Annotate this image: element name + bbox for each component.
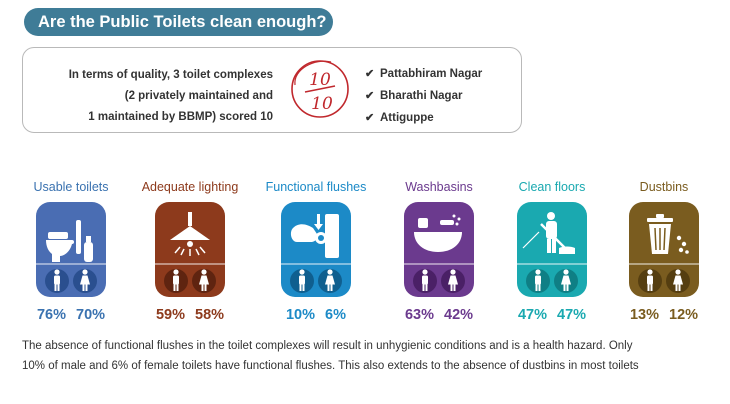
list-item: ✔ Bharathi Nagar bbox=[365, 85, 482, 107]
check-icon: ✔ bbox=[365, 90, 375, 102]
footnote-line: The absence of functional flushes in the… bbox=[22, 340, 633, 352]
category-label: Usable toilets bbox=[33, 180, 109, 194]
place-name: Attiguppe bbox=[380, 112, 434, 124]
page-title: Are the Public Toilets clean enough? bbox=[24, 8, 333, 36]
summary-text: In terms of quality, 3 toilet complexes … bbox=[33, 65, 273, 128]
percent-row: 76% 70% bbox=[16, 307, 126, 323]
male-percent: 47% bbox=[517, 307, 547, 323]
percent-row: 47% 47% bbox=[497, 307, 607, 323]
category-label: Dustbins bbox=[639, 180, 689, 194]
dustbin-icon bbox=[629, 202, 699, 297]
footnote-line: 10% of male and 6% of female toilets hav… bbox=[22, 360, 639, 372]
mop-icon bbox=[517, 202, 587, 297]
check-icon: ✔ bbox=[365, 68, 375, 80]
summary-box: In terms of quality, 3 toilet complexes … bbox=[22, 47, 522, 133]
percent-row: 10% 6% bbox=[261, 307, 371, 323]
male-percent: 13% bbox=[629, 307, 659, 323]
category-label: Functional flushes bbox=[265, 180, 367, 194]
female-percent: 70% bbox=[76, 307, 106, 323]
male-percent: 59% bbox=[155, 307, 185, 323]
category-label: Clean floors bbox=[518, 180, 586, 194]
summary-line: (2 privately maintained and bbox=[124, 90, 273, 102]
check-icon: ✔ bbox=[365, 112, 375, 124]
footnote: The absence of functional flushes in the… bbox=[22, 336, 712, 376]
female-percent: 58% bbox=[195, 307, 225, 323]
female-percent: 42% bbox=[444, 307, 474, 323]
percent-row: 59% 58% bbox=[135, 307, 245, 323]
category-label: Adequate lighting bbox=[141, 180, 239, 194]
flush-icon bbox=[281, 202, 351, 297]
score-bottom: 10 bbox=[311, 94, 333, 114]
male-percent: 76% bbox=[36, 307, 66, 323]
percent-row: 13% 12% bbox=[609, 307, 719, 323]
place-name: Bharathi Nagar bbox=[380, 90, 463, 102]
male-percent: 63% bbox=[404, 307, 434, 323]
place-name: Pattabhiram Nagar bbox=[380, 68, 483, 80]
male-percent: 10% bbox=[285, 307, 316, 323]
list-item: ✔ Attiguppe bbox=[365, 107, 482, 129]
score-badge-icon: 10 10 bbox=[289, 57, 351, 121]
summary-line: In terms of quality, 3 toilet complexes bbox=[68, 69, 273, 81]
percent-row: 63% 42% bbox=[384, 307, 494, 323]
summary-line: 1 maintained by BBMP) scored 10 bbox=[88, 111, 273, 123]
places-list: ✔ Pattabhiram Nagar ✔ Bharathi Nagar ✔ Atti… bbox=[365, 63, 482, 129]
female-percent: 12% bbox=[669, 307, 699, 323]
female-percent: 47% bbox=[557, 307, 587, 323]
toilet-icon bbox=[36, 202, 106, 297]
female-percent: 6% bbox=[325, 307, 347, 323]
lamp-icon bbox=[155, 202, 225, 297]
list-item: ✔ Pattabhiram Nagar bbox=[365, 63, 482, 85]
category-label: Washbasins bbox=[405, 180, 473, 194]
washbasin-icon bbox=[404, 202, 474, 297]
score-top: 10 bbox=[309, 70, 331, 90]
